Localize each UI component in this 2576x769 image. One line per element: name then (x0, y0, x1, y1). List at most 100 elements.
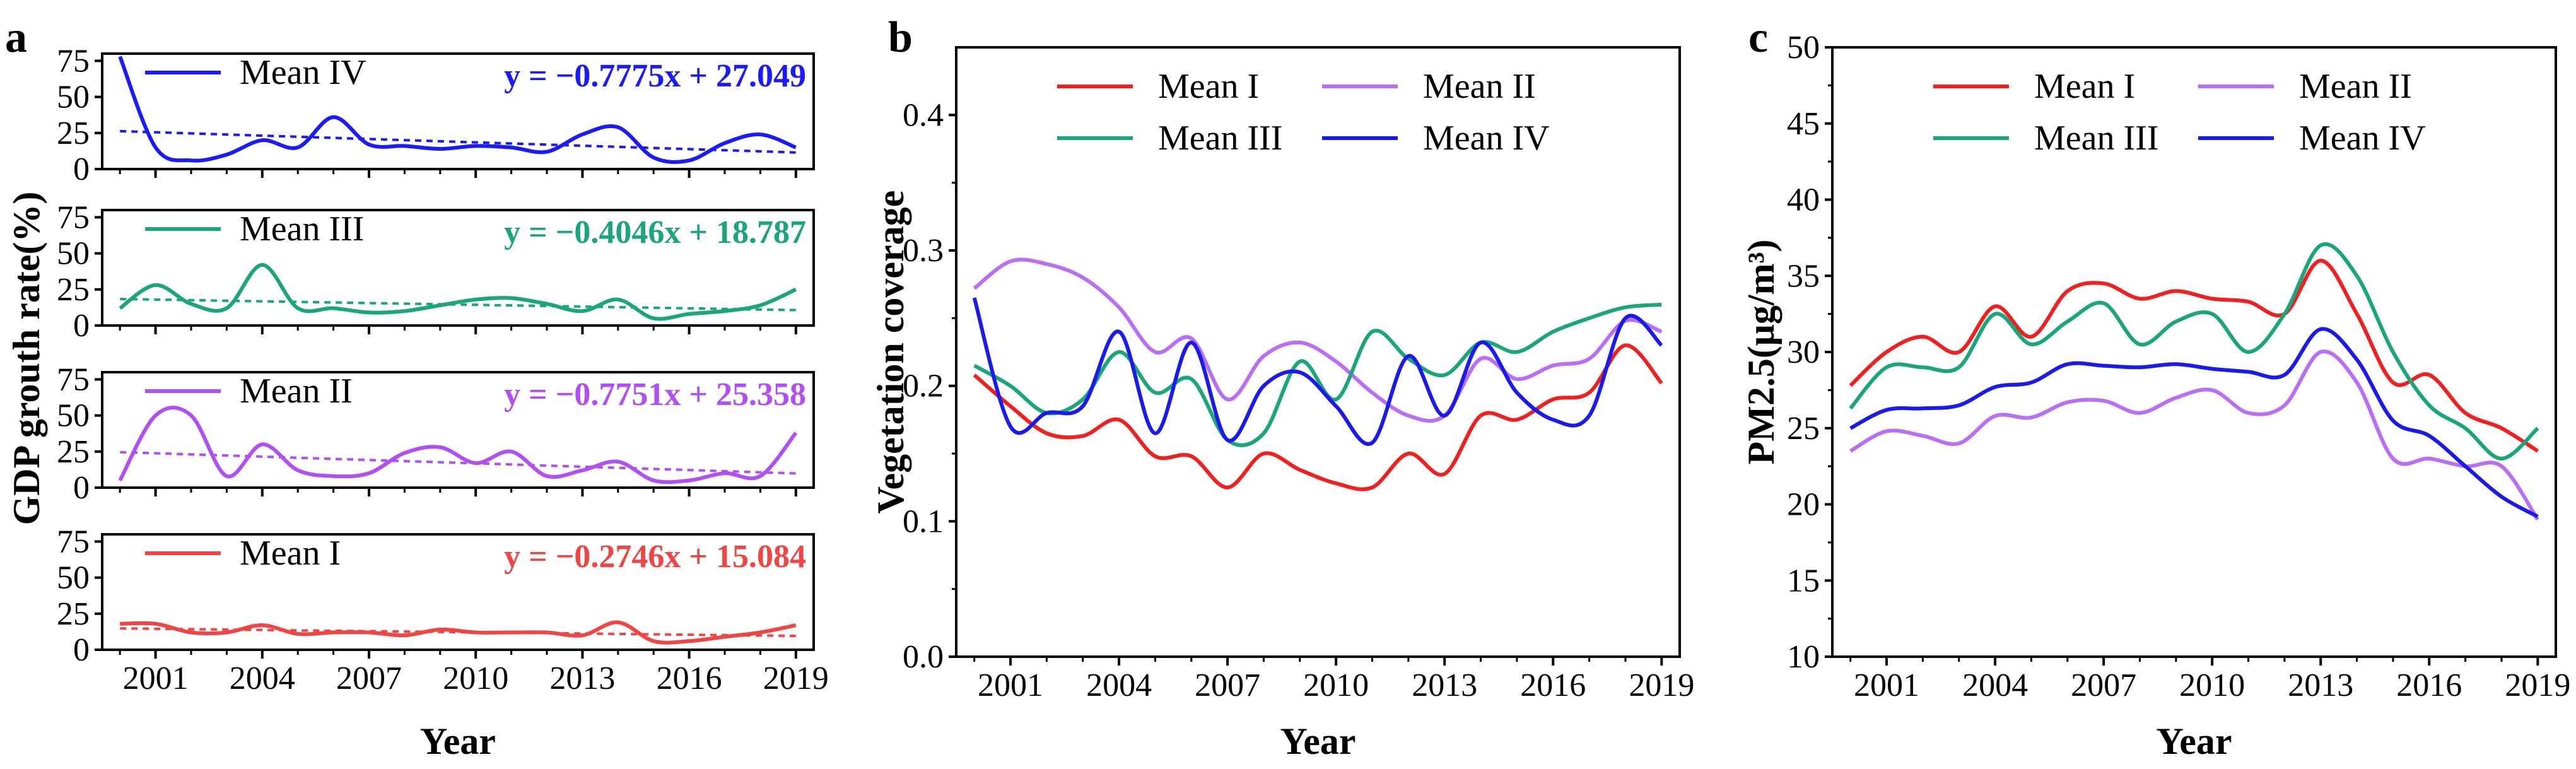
panel-b-series-line-3 (973, 302, 1662, 447)
panel-c-series-line-1 (1849, 259, 2539, 453)
panel-a-sub2-series-line (119, 262, 797, 321)
panel-b-legend-label-1: Mean I (1158, 67, 1259, 106)
panel-b-series-line-1 (973, 343, 1663, 491)
panel-c-ytick-label-8: 50 (1787, 30, 1820, 66)
panel-c-ytick-label-4: 30 (1787, 334, 1820, 370)
panel-b-series-line-2 (973, 257, 1663, 423)
panel-a-sub4-series-line (120, 620, 797, 645)
panel-c-series-line-3 (1849, 242, 2539, 461)
panel-a-sub3-trend-equation: y = −0.7751x + 25.358 (504, 377, 806, 413)
panel-a-sub2-trend-equation: y = −0.4046x + 18.787 (504, 214, 806, 250)
panel-b-frame (955, 46, 1681, 658)
panel-a-sub2-legend-label: Mean III (240, 209, 364, 249)
panel-b: b 0.0 0.1 0.2 0.3 0.4 2001 2004 2007 2010 2013 2016… (870, 13, 1694, 762)
panel-a-sub4-xtick-label-0: 2001 (123, 660, 189, 696)
panel-b-legend-label-2: Mean II (1423, 67, 1536, 106)
panel-a-sub2-ytick-label-2: 50 (57, 236, 90, 272)
panel-a-letter: a (5, 13, 27, 62)
panel-c-xtick-label-1: 2004 (1962, 667, 2028, 703)
panel-a-sub1-ytick-label-1: 25 (57, 115, 90, 151)
panel-a-sub1-legend-label: Mean IV (240, 53, 366, 92)
panel-c-letter: c (1748, 13, 1768, 62)
panel-a-sub4-ytick-label-2: 50 (57, 560, 90, 596)
panel-a-sub1-ytick-label-3: 75 (57, 43, 90, 79)
panel-a-sub2-ytick-label-0: 0 (73, 308, 90, 344)
panel-a-sub4-xtick-label-3: 2010 (443, 660, 508, 696)
panel-a-sub3-series-line (118, 406, 798, 484)
panel-c-series-line-4 (1849, 327, 2539, 519)
panel-c-legend-label-1: Mean I (2034, 67, 2135, 106)
panel-c-ytick-label-7: 45 (1787, 106, 1820, 142)
panel-c-xtick-label-2: 2007 (2071, 667, 2136, 703)
panel-b-xtick-label-0: 2001 (978, 667, 1043, 703)
panel-b-xtick-label-1: 2004 (1086, 667, 1152, 703)
panel-a-sub3-legend-label: Mean II (240, 372, 353, 411)
panel-b-xtick-label-4: 2013 (1412, 667, 1477, 703)
panel-b-xtick-label-2: 2007 (1195, 667, 1260, 703)
panel-b-xlabel: Year (1280, 720, 1356, 762)
panel-a-sub4-frame (101, 533, 815, 651)
panel-b-legend-label-3: Mean III (1158, 119, 1282, 158)
panel-b-xtick-label-3: 2010 (1303, 667, 1369, 703)
panel-c-legend-label-3: Mean III (2034, 119, 2158, 158)
panel-a-sub4-legend-label: Mean I (240, 534, 341, 573)
panel-a-sub4-ytick-label-0: 0 (73, 632, 90, 668)
panel-a-xlabel: Year (420, 720, 496, 762)
panel-c-xtick-label-5: 2016 (2396, 667, 2462, 703)
panel-c-ytick-label-0: 10 (1787, 639, 1820, 675)
panel-a-sub1-ytick-label-0: 0 (73, 151, 90, 187)
panel-a-sub2-ytick-label-1: 25 (57, 272, 90, 308)
panel-a-sub4-trend-equation: y = −0.2746x + 15.084 (504, 539, 806, 575)
panel-c-ytick-label-1: 15 (1787, 563, 1820, 599)
panel-a-sub1-frame (101, 52, 815, 170)
panel-a-sub4-xtick-label-6: 2019 (763, 660, 829, 696)
panel-b-legend-label-4: Mean IV (1423, 119, 1550, 158)
panel-a-ylabel: GDP grouth rate(%) (6, 192, 47, 525)
panel-b-ytick-label-3: 0.3 (903, 233, 944, 269)
panel-c-xtick-label-6: 2019 (2505, 667, 2570, 703)
panel-c: c 10 15 20 25 30 35 40 45 50 2001 2004 2007 2010 2013 2… (1740, 13, 2570, 762)
panel-a-sub3-ytick-label-2: 50 (57, 398, 90, 434)
panel-a-sub1-series-line (118, 56, 797, 164)
panel-a-sub2-ytick-label-3: 75 (57, 199, 90, 235)
panel-b-ytick-label-0: 0.0 (903, 639, 944, 675)
panel-c-ytick-label-2: 20 (1787, 487, 1820, 523)
panel-a-sub4-xtick-label-5: 2016 (657, 660, 722, 696)
panel-c-ytick-label-6: 40 (1787, 182, 1820, 218)
panel-a-sub4-xtick-label-1: 2004 (230, 660, 295, 696)
panel-a-sub1-trend-equation: y = −0.7775x + 27.049 (504, 58, 806, 94)
panel-a-sub3-ytick-label-0: 0 (73, 470, 90, 506)
panel-a-sub3-frame (101, 371, 815, 489)
panel-b-letter: b (888, 13, 913, 62)
panel-c-series-line-2 (1849, 349, 2539, 521)
panel-b-ytick-label-1: 0.1 (903, 503, 944, 539)
panel-b-ytick-label-2: 0.2 (903, 368, 944, 404)
panel-b-ylabel: Vegetation coverage (870, 191, 911, 514)
panel-b-series-line-4 (972, 297, 1663, 446)
panel-b-xtick-label-6: 2019 (1629, 667, 1694, 703)
panel-c-ylabel: PM2.5(μg/m³) (1740, 240, 1782, 465)
panel-a-sub4-ytick-label-3: 75 (57, 524, 90, 560)
panel-c-xtick-label-3: 2010 (2179, 667, 2245, 703)
panel-a-sub4-xtick-label-4: 2013 (549, 660, 615, 696)
panel-a-sub4-xtick-label-2: 2007 (336, 660, 402, 696)
panel-b-xtick-label-5: 2016 (1520, 667, 1586, 703)
panel-c-legend-label-4: Mean IV (2299, 119, 2426, 158)
panel-c-xtick-label-4: 2013 (2288, 667, 2353, 703)
panel-a-sub3-ytick-label-1: 25 (57, 434, 90, 470)
panel-a-sub3-ytick-label-3: 75 (57, 361, 90, 397)
panel-c-xtick-label-0: 2001 (1854, 667, 1919, 703)
panel-c-ytick-label-5: 35 (1787, 258, 1820, 294)
panel-a-sub2-frame (101, 209, 815, 327)
panel-c-legend-label-2: Mean II (2299, 67, 2412, 106)
panel-c-ytick-label-3: 25 (1787, 411, 1820, 447)
panel-b-ytick-label-4: 0.4 (903, 97, 944, 133)
panel-c-xlabel: Year (2157, 720, 2232, 762)
panel-a-sub4-ytick-label-1: 25 (57, 596, 90, 632)
